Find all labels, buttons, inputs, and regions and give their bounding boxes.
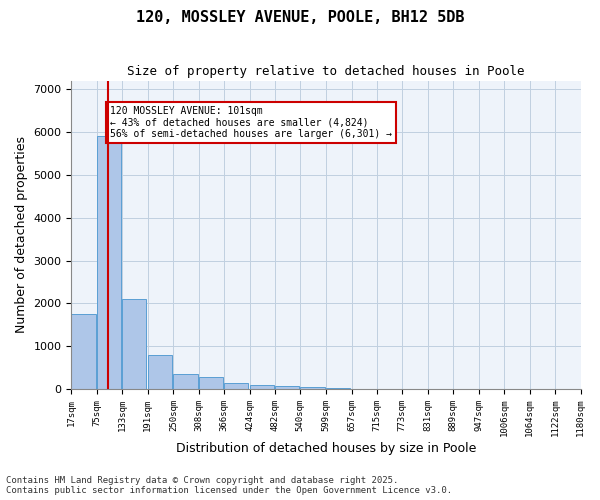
Bar bbox=[199, 377, 223, 389]
Bar bbox=[148, 355, 172, 389]
Bar bbox=[97, 136, 121, 389]
Bar bbox=[71, 314, 95, 389]
X-axis label: Distribution of detached houses by size in Poole: Distribution of detached houses by size … bbox=[176, 442, 476, 455]
Text: 120 MOSSLEY AVENUE: 101sqm
← 43% of detached houses are smaller (4,824)
56% of s: 120 MOSSLEY AVENUE: 101sqm ← 43% of deta… bbox=[110, 106, 392, 140]
Bar bbox=[275, 386, 299, 389]
Y-axis label: Number of detached properties: Number of detached properties bbox=[15, 136, 28, 334]
Bar bbox=[122, 299, 146, 389]
Title: Size of property relative to detached houses in Poole: Size of property relative to detached ho… bbox=[127, 65, 525, 78]
Bar bbox=[224, 382, 248, 389]
Text: 120, MOSSLEY AVENUE, POOLE, BH12 5DB: 120, MOSSLEY AVENUE, POOLE, BH12 5DB bbox=[136, 10, 464, 25]
Text: Contains HM Land Registry data © Crown copyright and database right 2025.
Contai: Contains HM Land Registry data © Crown c… bbox=[6, 476, 452, 495]
Bar bbox=[173, 374, 197, 389]
Bar bbox=[301, 388, 325, 389]
Bar bbox=[250, 385, 274, 389]
Bar bbox=[326, 388, 350, 389]
